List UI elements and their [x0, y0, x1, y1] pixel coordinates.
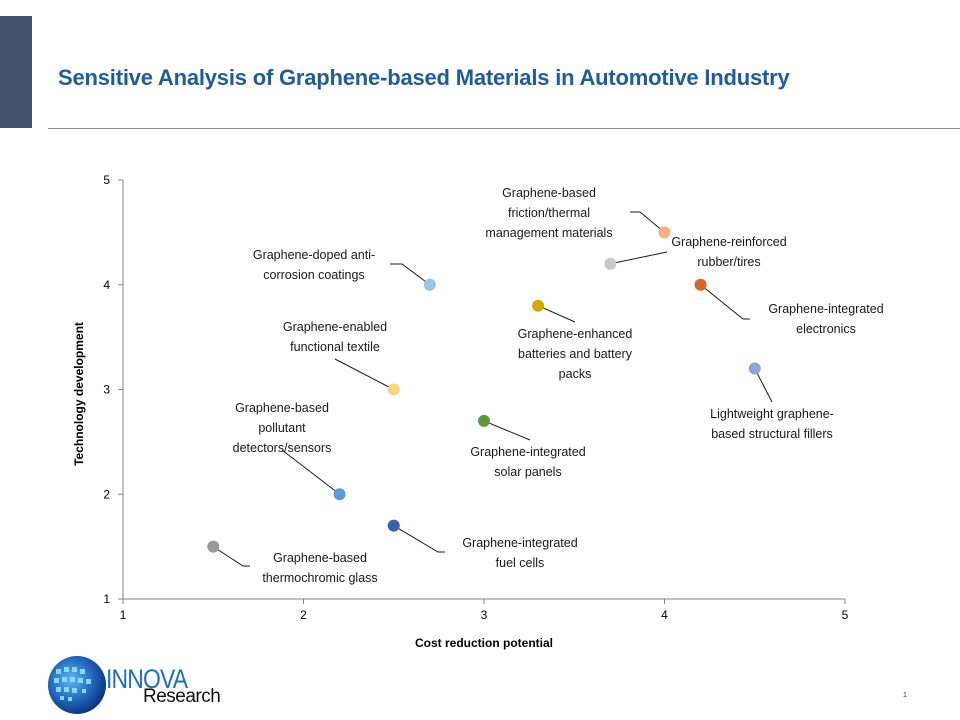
- data-point: [604, 257, 617, 270]
- data-label-line: Graphene-integrated: [768, 302, 883, 316]
- data-point: [387, 383, 400, 396]
- data-label-line: functional textile: [290, 340, 380, 354]
- logo-text-research: Research: [143, 686, 221, 707]
- leader-line: [393, 525, 445, 553]
- y-tick-label: 4: [103, 278, 110, 292]
- data-label: Graphene-based friction/thermal management…: [485, 186, 612, 240]
- data-label-line: Graphene-based: [273, 551, 367, 565]
- leader-line: [281, 449, 340, 495]
- x-axis-title: Cost reduction potential: [415, 636, 553, 650]
- leader-line: [754, 368, 773, 403]
- x-tick-label: 3: [481, 608, 488, 622]
- y-tick-label: 1: [103, 592, 110, 606]
- leader-line: [630, 211, 665, 233]
- data-label: Graphene-enabled functional textile: [283, 320, 387, 354]
- data-point: [658, 226, 671, 239]
- data-label-line: rubber/tires: [697, 255, 760, 269]
- side-accent-bar: [0, 16, 32, 128]
- data-label-line: solar panels: [494, 465, 561, 479]
- data-label-line: friction/thermal: [508, 206, 590, 220]
- data-label-line: Graphene-based: [502, 186, 596, 200]
- y-tick-label: 2: [103, 487, 110, 501]
- data-label-line: management materials: [485, 226, 612, 240]
- data-label: Graphene-doped anti-corrosion coatings: [253, 248, 375, 282]
- page-title: Sensitive Analysis of Graphene-based Mat…: [58, 65, 790, 90]
- data-label: Graphene-based thermochromic glass: [262, 551, 377, 585]
- y-tick-label: 5: [103, 173, 110, 187]
- data-label: Lightweight graphene-based structural fi…: [710, 407, 834, 441]
- leader-line: [537, 305, 576, 323]
- data-label-line: Graphene-reinforced: [671, 235, 786, 249]
- logo-text-innova: INNOVA: [106, 664, 188, 694]
- leader-line: [212, 546, 250, 567]
- leader-line: [334, 358, 394, 390]
- data-label: Graphene-reinforced rubber/tires: [671, 235, 786, 269]
- data-label-line: electronics: [796, 322, 856, 336]
- leader-line: [390, 263, 431, 286]
- innova-logo-globe-icon: [48, 656, 106, 714]
- data-label-line: Graphene-integrated: [462, 536, 577, 550]
- data-label: Graphene-based pollutant detectors/sensors: [233, 401, 332, 455]
- x-tick-label: 2: [300, 608, 307, 622]
- data-label-line: packs: [559, 367, 592, 381]
- data-point: [423, 278, 436, 291]
- data-label: Graphene-enhanced batteries and battery pa…: [518, 327, 633, 381]
- data-label-line: Lightweight graphene-: [710, 407, 834, 421]
- data-label-line: batteries and battery: [518, 347, 633, 361]
- data-label-line: detectors/sensors: [233, 441, 332, 455]
- data-point: [387, 519, 400, 532]
- data-label: Graphene-integrated fuel cells: [462, 536, 577, 570]
- data-point: [478, 414, 490, 427]
- leader-line: [483, 420, 531, 441]
- data-label: Graphene-integrated solar panels: [470, 445, 585, 479]
- x-tick-label: 5: [842, 608, 849, 622]
- data-point: [207, 540, 220, 553]
- scatter-chart: 1 2 3 4 5 1 2 3 4 5 Cost reduction potential Techno…: [72, 173, 884, 650]
- title-divider: [48, 128, 960, 129]
- leader-line: [700, 284, 750, 320]
- data-point: [333, 488, 346, 501]
- data-point: [694, 278, 707, 291]
- data-label-line: corrosion coatings: [263, 268, 364, 282]
- y-axis-title: Technology development: [72, 322, 86, 466]
- data-label-line: pollutant: [258, 421, 306, 435]
- leader-line: [610, 251, 668, 265]
- data-label-line: Graphene-based: [235, 401, 329, 415]
- y-tick-label: 3: [103, 383, 110, 397]
- data-point: [748, 362, 761, 375]
- x-tick-label: 1: [120, 608, 127, 622]
- data-label-line: based structural fillers: [711, 427, 833, 441]
- data-label-line: fuel cells: [496, 556, 545, 570]
- data-label-line: Graphene-enhanced: [518, 327, 633, 341]
- data-label-line: Graphene-doped anti-: [253, 248, 375, 262]
- x-tick-label: 4: [661, 608, 668, 622]
- page-number: 1: [903, 692, 907, 699]
- data-label-line: Graphene-integrated: [470, 445, 585, 459]
- data-label-line: Graphene-enabled: [283, 320, 387, 334]
- data-label-line: thermochromic glass: [262, 571, 377, 585]
- data-label: Graphene-integrated electronics: [768, 302, 883, 336]
- data-point: [532, 299, 545, 312]
